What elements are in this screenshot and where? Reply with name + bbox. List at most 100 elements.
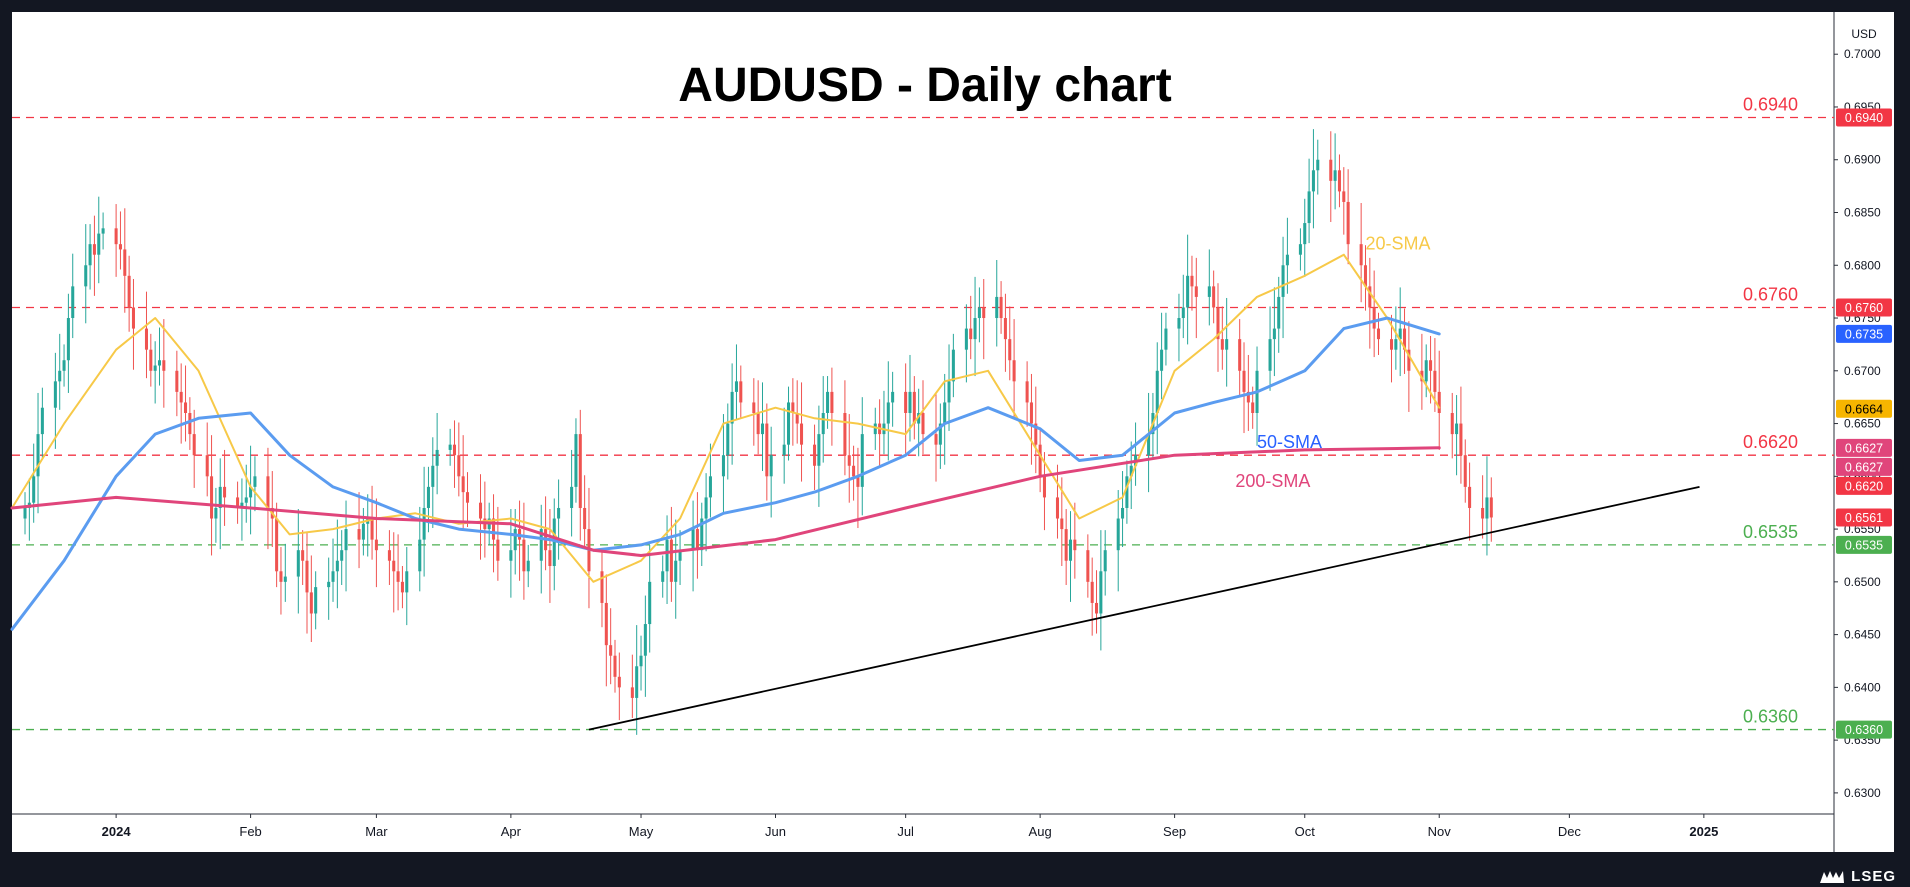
candle-body	[88, 244, 92, 266]
price-tag	[1836, 457, 1892, 476]
candle-body	[179, 391, 183, 403]
candle-body	[1433, 370, 1437, 392]
candle-body	[600, 571, 604, 603]
candle-body	[1359, 244, 1363, 266]
y-tick-label: 0.7000	[1844, 47, 1881, 61]
candle-body	[153, 365, 157, 371]
candle-body	[852, 465, 856, 477]
candle-body	[1160, 349, 1164, 371]
price-tag	[1836, 720, 1892, 739]
currency-label: USD	[1851, 27, 1877, 41]
candle-body	[891, 391, 895, 403]
candle-body	[708, 476, 712, 498]
x-tick-label: 2024	[102, 824, 132, 839]
candle-body	[331, 571, 335, 582]
horizontal-levels: 0.6940 0.6760 0.6620 0.6535 0.6360	[12, 95, 1834, 731]
series-annotation-label: 20-SMA	[1365, 233, 1430, 253]
candle-body	[392, 560, 396, 572]
candle-body	[296, 550, 300, 577]
candle-body	[335, 560, 339, 572]
candle-body	[604, 602, 608, 646]
candle-body	[283, 576, 287, 582]
candle-body	[301, 550, 305, 561]
price-tag	[1836, 324, 1892, 343]
candle-body	[1459, 423, 1463, 456]
candle-body	[1099, 571, 1103, 614]
candle-body	[1129, 465, 1133, 477]
candle-body	[131, 307, 135, 329]
candle-body	[1363, 265, 1368, 287]
candle-body	[97, 233, 101, 255]
candle-body	[1060, 518, 1064, 530]
candle-body	[995, 296, 999, 319]
candle-body	[478, 502, 483, 519]
candle-body	[205, 455, 209, 477]
candle-body	[340, 550, 344, 561]
candle-body	[700, 518, 704, 551]
candle-body	[617, 676, 621, 688]
candle-body	[452, 444, 457, 456]
candle-body	[787, 402, 791, 445]
series-line	[10, 446, 1441, 557]
candle-body	[522, 539, 526, 572]
candle-body	[1025, 381, 1029, 403]
candle-body	[765, 423, 769, 477]
candle-body	[843, 413, 847, 456]
y-tick-label: 0.6800	[1844, 258, 1881, 272]
price-tag-label: 0.6664	[1845, 402, 1883, 416]
candle-body	[613, 655, 617, 677]
candle-body	[1389, 339, 1394, 350]
y-tick-label: 0.6900	[1844, 153, 1881, 167]
candle-body	[1437, 391, 1441, 413]
candle-body	[218, 486, 222, 508]
price-tag	[1836, 476, 1892, 495]
candle-body	[1403, 328, 1407, 350]
candle-body	[400, 581, 404, 593]
candle-body	[1329, 159, 1333, 181]
level-label: 0.6760	[1743, 284, 1798, 304]
candle-body	[1398, 328, 1402, 340]
candle-body	[1455, 423, 1459, 435]
candle-body	[1342, 191, 1346, 202]
x-tick-label: Apr	[501, 824, 522, 839]
candle-body	[1155, 370, 1159, 413]
candle-body	[1368, 286, 1372, 308]
candle-body	[1298, 244, 1302, 255]
candle-body	[496, 539, 500, 561]
candle-body	[309, 592, 313, 614]
candle-body	[1068, 539, 1073, 561]
series-annotation-label: 50-SMA	[1257, 432, 1322, 452]
candle-body	[1220, 339, 1224, 350]
candle-body	[938, 423, 942, 445]
candle-body	[826, 391, 830, 413]
y-tick-label: 0.6400	[1844, 680, 1881, 694]
candle-body	[236, 497, 240, 508]
candle-body	[999, 296, 1003, 319]
candle-body	[886, 402, 890, 424]
candle-body	[730, 391, 734, 424]
candle-body	[1038, 444, 1042, 477]
candle-body	[1268, 339, 1272, 371]
series-line	[11, 253, 1441, 583]
candle-body	[1095, 602, 1099, 614]
candle-body	[951, 349, 955, 382]
candle-body	[266, 476, 270, 508]
candle-body	[570, 486, 574, 508]
candle-body	[678, 550, 682, 561]
candle-body	[361, 523, 365, 540]
candle-body	[431, 465, 435, 487]
candle-body	[1164, 328, 1168, 350]
candle-body	[800, 423, 804, 445]
candle-body	[374, 539, 378, 551]
candle-body	[704, 497, 708, 519]
candle-body	[344, 529, 348, 551]
candle-body	[791, 402, 795, 413]
price-tag-label: 0.6620	[1845, 479, 1883, 493]
trendline	[588, 485, 1700, 731]
candle-body	[1333, 170, 1337, 181]
price-tag	[1836, 535, 1892, 554]
candle-body	[539, 529, 543, 561]
candle-body	[461, 476, 465, 493]
candle-body	[387, 550, 391, 561]
candle-body	[422, 507, 426, 540]
